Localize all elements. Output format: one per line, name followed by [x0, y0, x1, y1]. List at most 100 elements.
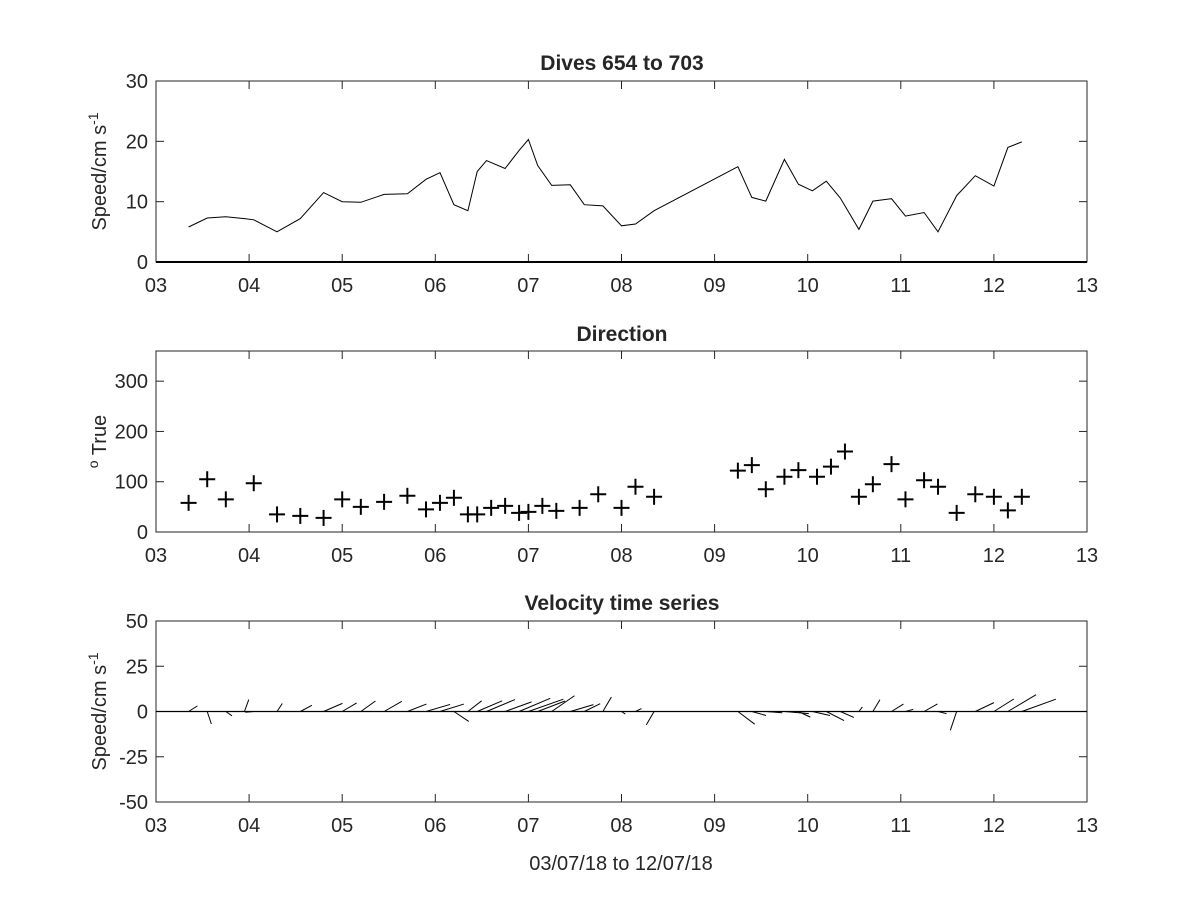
velocity-stick	[937, 711, 947, 715]
direction-y-axis-label: o True	[85, 415, 111, 468]
velocity-stick	[891, 703, 904, 712]
direction-marker	[269, 506, 286, 523]
velocity-x-tick-label: 04	[238, 815, 260, 837]
velocity-y-tick-label: 25	[126, 656, 148, 678]
velocity-stick	[993, 698, 1015, 712]
velocity-stick	[645, 711, 655, 726]
velocity-x-tick-label: 07	[517, 815, 539, 837]
direction-x-tick-label: 07	[517, 545, 539, 567]
velocity-stick	[341, 702, 357, 712]
velocity-stick	[551, 695, 575, 712]
speed-x-tick-label: 11	[890, 275, 911, 297]
direction-marker	[180, 494, 197, 511]
direction-marker	[534, 497, 551, 514]
velocity-stick	[188, 705, 198, 712]
x-axis-label: 03/07/18 to 12/07/18	[529, 853, 713, 875]
velocity-stick	[784, 711, 809, 715]
velocity-x-tick-label: 05	[331, 815, 353, 837]
direction-x-tick-label: 08	[610, 545, 632, 567]
direction-marker	[399, 487, 416, 504]
direction-marker	[315, 509, 332, 526]
direction-marker	[497, 497, 514, 514]
direction-x-tick-label: 12	[983, 545, 1005, 567]
velocity-stick	[276, 703, 283, 712]
direction-marker	[571, 499, 588, 516]
velocity-stick	[826, 711, 845, 721]
velocity-stick	[975, 702, 995, 712]
speed-x-tick-label: 08	[610, 275, 632, 297]
velocity-y-tick-label: 0	[137, 702, 148, 724]
velocity-stick	[570, 704, 594, 712]
velocity-stick	[383, 700, 403, 712]
velocity-panel: Velocity time series 03 04 05 06 07 08 09 10 11 1…	[85, 592, 1098, 837]
velocity-stick	[225, 711, 233, 717]
velocity-stick	[905, 708, 914, 712]
direction-marker	[930, 478, 947, 495]
direction-marker	[590, 486, 607, 503]
speed-series-line	[188, 138, 1022, 233]
direction-marker	[985, 488, 1002, 505]
direction-panel-title: Direction	[576, 323, 667, 346]
direction-marker	[469, 506, 486, 523]
direction-marker	[646, 488, 663, 505]
velocity-stick	[858, 706, 863, 712]
velocity-stick	[621, 711, 626, 715]
direction-marker	[883, 456, 900, 473]
velocity-stick	[584, 703, 601, 712]
velocity-stick	[206, 711, 212, 725]
speed-y-axis-label: Speed/cm s-1	[85, 112, 111, 230]
direction-marker	[511, 504, 528, 521]
velocity-stick	[840, 711, 855, 718]
direction-x-tick-label: 03	[145, 545, 167, 567]
direction-marker	[790, 462, 807, 479]
velocity-x-tick-label: 11	[890, 815, 911, 837]
velocity-stick	[528, 698, 564, 712]
direction-marker	[757, 481, 774, 498]
direction-marker	[627, 478, 644, 495]
velocity-stick	[537, 700, 566, 712]
velocity-x-tick-label: 08	[610, 815, 632, 837]
direction-marker	[445, 489, 462, 506]
velocity-stick	[243, 699, 250, 712]
velocity-stick	[751, 711, 767, 716]
speed-panel-title: Dives 654 to 703	[540, 52, 703, 75]
speed-x-tick-label: 06	[424, 275, 446, 297]
direction-marker	[743, 457, 760, 474]
direction-marker	[217, 491, 234, 508]
velocity-stick	[323, 702, 343, 712]
direction-x-tick-label: 11	[890, 545, 911, 567]
direction-x-tick-label: 09	[703, 545, 725, 567]
velocity-stick	[504, 701, 532, 712]
speed-axes-box	[155, 80, 1088, 263]
direction-x-tick-label: 13	[1076, 545, 1098, 567]
velocity-stick	[476, 700, 503, 712]
direction-marker	[729, 462, 746, 479]
velocity-stick	[439, 703, 464, 712]
velocity-stick	[872, 699, 881, 712]
direction-marker	[948, 504, 965, 521]
direction-marker	[199, 471, 216, 488]
velocity-x-tick-label: 13	[1076, 815, 1098, 837]
velocity-x-tick-label: 10	[797, 815, 819, 837]
velocity-y-axis-label: Speed/cm s-1	[85, 652, 111, 770]
velocity-stick	[407, 703, 427, 712]
velocity-stick	[737, 711, 756, 725]
velocity-stick	[798, 711, 811, 718]
direction-marker	[850, 488, 867, 505]
velocity-stick	[949, 711, 958, 731]
velocity-x-tick-label: 06	[424, 815, 446, 837]
direction-marker	[809, 468, 826, 485]
speed-x-tick-label: 13	[1076, 275, 1098, 297]
velocity-stick	[300, 704, 313, 712]
speed-y-tick-label: 0	[137, 252, 148, 274]
velocity-stick	[812, 711, 831, 716]
direction-marker	[483, 499, 500, 516]
direction-marker	[245, 475, 262, 492]
velocity-stick	[602, 696, 612, 712]
speed-x-tick-label: 12	[983, 275, 1005, 297]
speed-x-tick-label: 09	[703, 275, 725, 297]
direction-marker	[352, 498, 369, 515]
direction-marker	[836, 443, 853, 460]
direction-marker	[999, 502, 1016, 519]
